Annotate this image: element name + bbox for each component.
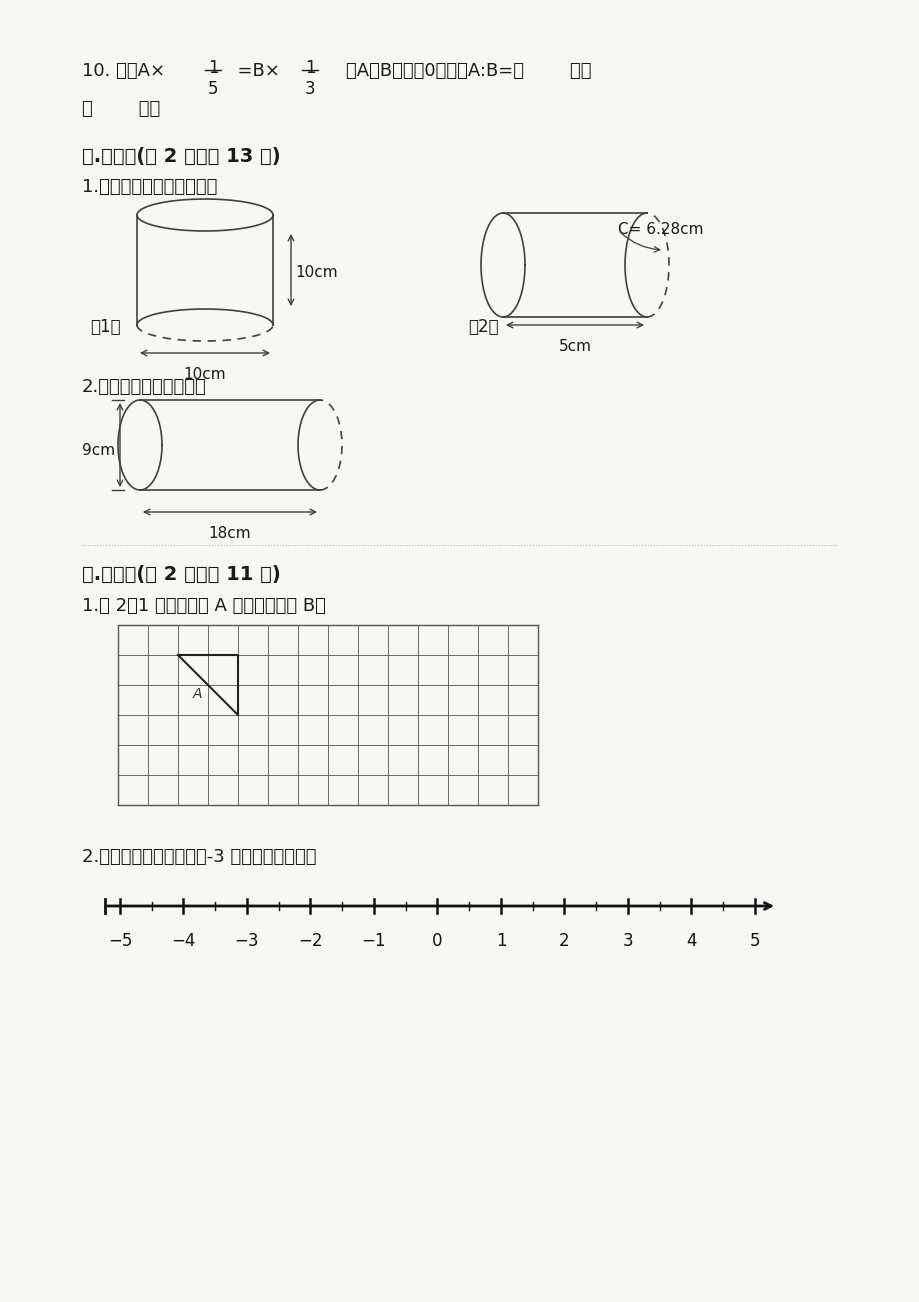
Text: （A，B均不为0），则A:B=（        ）：: （A，B均不为0），则A:B=（ ）： (323, 62, 591, 79)
Text: 2.在下面直线上，画出比-3 大的数所在区域。: 2.在下面直线上，画出比-3 大的数所在区域。 (82, 848, 316, 866)
Text: 5: 5 (208, 79, 218, 98)
Text: 四.计算题(共 2 题，共 13 分): 四.计算题(共 2 题，共 13 分) (82, 147, 280, 165)
Text: 5: 5 (749, 932, 759, 950)
Text: （1）: （1） (90, 318, 120, 336)
Text: （2）: （2） (468, 318, 498, 336)
Text: 3: 3 (304, 79, 315, 98)
Text: 10. 已知A×: 10. 已知A× (82, 62, 165, 79)
Text: −5: −5 (108, 932, 132, 950)
Text: 1: 1 (495, 932, 505, 950)
Text: 1: 1 (208, 59, 218, 77)
Text: 18cm: 18cm (209, 526, 251, 542)
Text: 5cm: 5cm (558, 339, 591, 354)
Text: 2.求下面圆柱的表面积。: 2.求下面圆柱的表面积。 (82, 378, 207, 396)
Text: 2: 2 (559, 932, 569, 950)
Text: （        ）。: （ ）。 (82, 100, 160, 118)
Text: −2: −2 (298, 932, 323, 950)
Text: −4: −4 (171, 932, 196, 950)
Text: 1: 1 (304, 59, 315, 77)
Text: 0: 0 (432, 932, 442, 950)
Text: 1.按 2：1 画出三角形 A 放大后的图形 B。: 1.按 2：1 画出三角形 A 放大后的图形 B。 (82, 598, 325, 615)
Text: 4: 4 (686, 932, 696, 950)
Text: 3: 3 (622, 932, 632, 950)
Text: C= 6.28cm: C= 6.28cm (618, 223, 703, 237)
Text: −1: −1 (361, 932, 386, 950)
Text: 10cm: 10cm (184, 367, 226, 381)
Text: −3: −3 (234, 932, 259, 950)
Text: =B×: =B× (226, 62, 279, 79)
Text: A: A (193, 687, 202, 700)
Text: 1.计算下面圆柱的表面积。: 1.计算下面圆柱的表面积。 (82, 178, 217, 197)
Text: 9cm: 9cm (82, 443, 115, 458)
Text: 10cm: 10cm (295, 266, 337, 280)
Text: 五.作图题(共 2 题，共 11 分): 五.作图题(共 2 题，共 11 分) (82, 565, 280, 585)
